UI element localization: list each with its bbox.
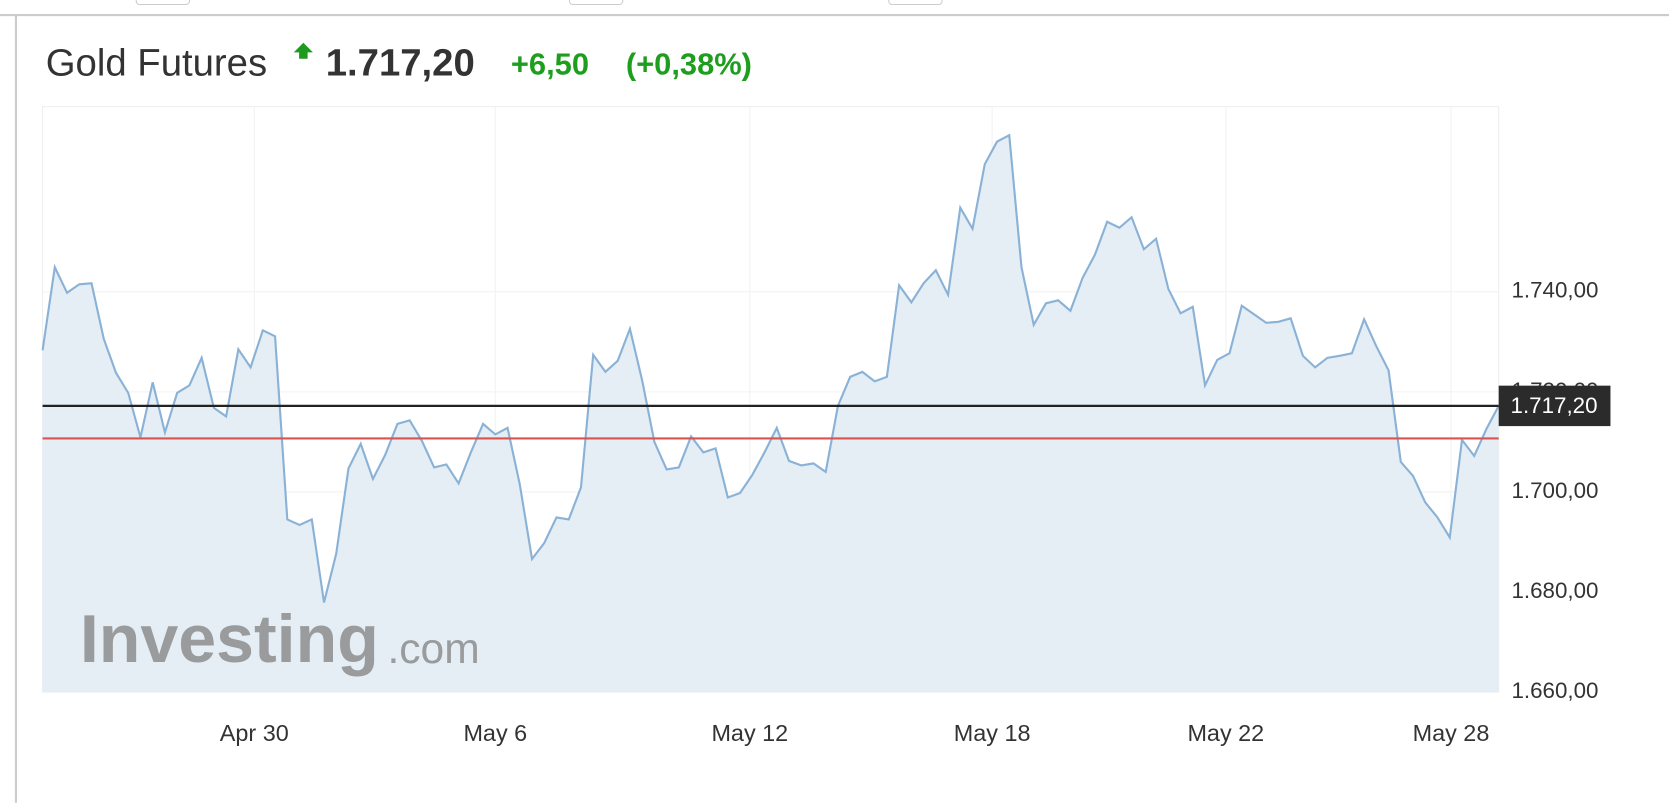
y-tick-label: 1.700,00 [1511, 478, 1598, 503]
axes: 1.660,001.680,001.700,001.720,001.740,00… [220, 278, 1611, 746]
x-tick-label: May 6 [463, 720, 527, 746]
area-fill [42, 135, 1499, 693]
instrument-name: Gold Futures [46, 41, 267, 84]
price-change: +6,50 [511, 46, 589, 81]
x-tick-label: May 18 [954, 720, 1031, 746]
last-price-box [1498, 385, 1611, 427]
watermark: Investing [80, 601, 379, 677]
up-arrow [293, 42, 313, 59]
toolbar-button[interactable] [135, 0, 190, 6]
y-tick-label: 1.680,00 [1511, 578, 1598, 603]
watermark-suffix: .com [387, 625, 479, 673]
y-tick-label: 1.660,00 [1511, 678, 1598, 703]
x-tick-label: May 22 [1187, 720, 1264, 746]
y-tick-label: 1.740,00 [1511, 278, 1598, 303]
last-price-box-label: 1.717,20 [1511, 393, 1598, 418]
x-tick-label: May 28 [1413, 720, 1490, 746]
toolbar-button[interactable] [568, 0, 624, 6]
toolbar-button[interactable] [888, 0, 943, 6]
last-price: 1.717,20 [326, 41, 475, 84]
x-tick-label: Apr 30 [220, 720, 289, 746]
price-change-percent: (+0,38%) [626, 46, 752, 81]
series [41, 133, 1500, 693]
x-tick-label: May 12 [711, 720, 788, 746]
price-line [41, 133, 1500, 603]
